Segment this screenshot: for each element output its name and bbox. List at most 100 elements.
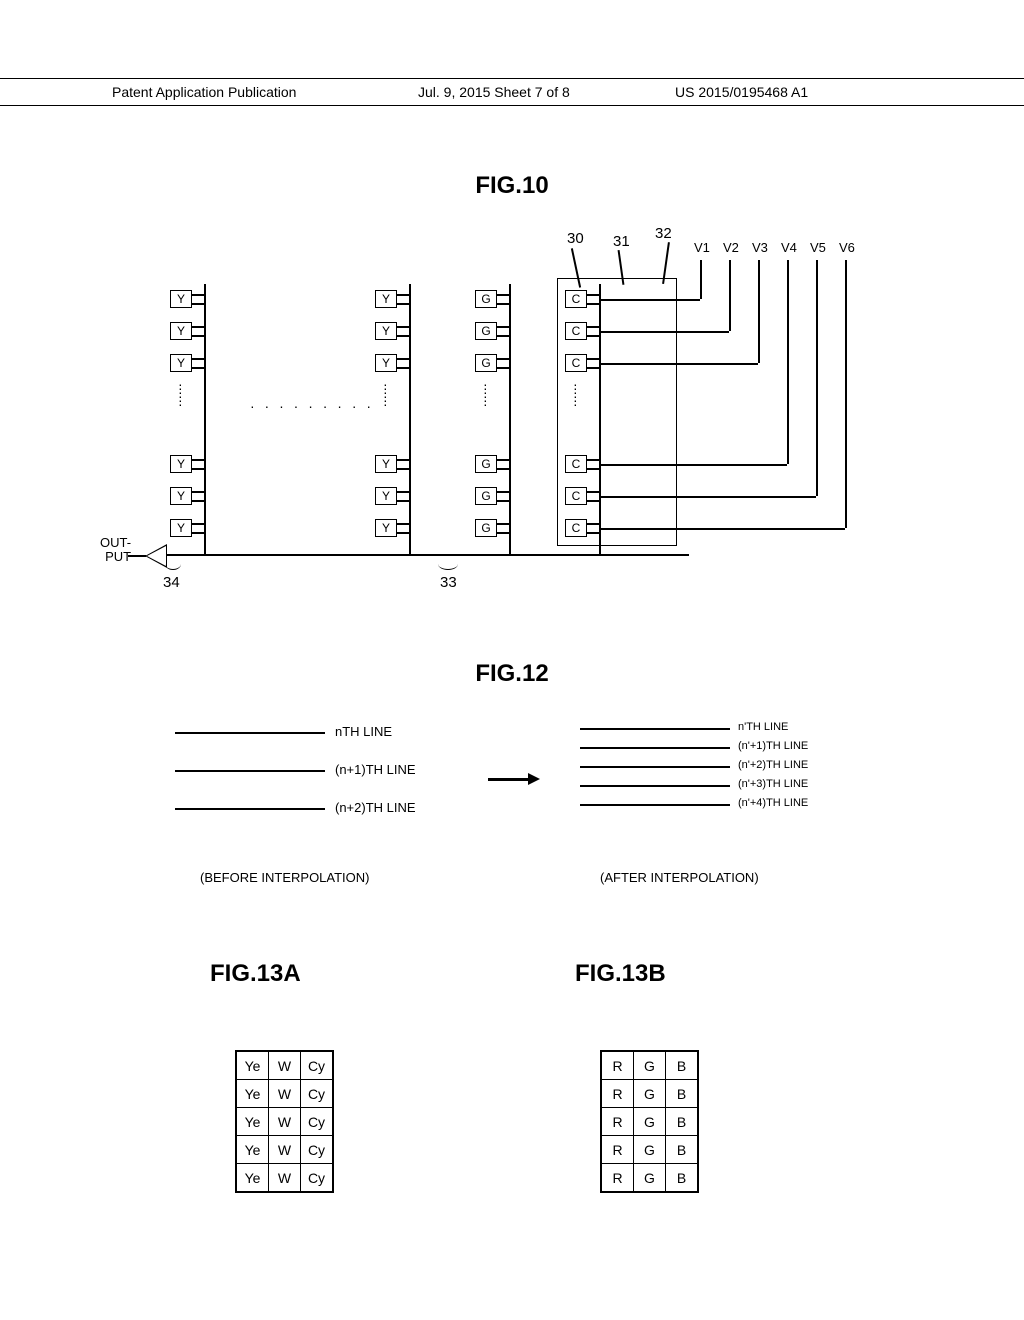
leader-33-curve: [438, 558, 458, 570]
pixel-connector: [397, 303, 409, 305]
pixel-connector: [497, 294, 509, 296]
pixel-connector: [397, 468, 409, 470]
pixel-connector: [192, 358, 204, 360]
pixel-connector: [397, 367, 409, 369]
hbus: [167, 554, 689, 556]
interp-line-after: [580, 766, 730, 768]
pixel-connector: [192, 294, 204, 296]
pixel-cell: B: [666, 1052, 698, 1080]
pixel-connector: [497, 367, 509, 369]
header-center: Jul. 9, 2015 Sheet 7 of 8: [418, 84, 570, 100]
pixel-box: Y: [170, 322, 192, 340]
v-line: [700, 260, 702, 299]
ref-34: 34: [163, 574, 180, 591]
pixel-connector: [192, 491, 204, 493]
pixel-box: Y: [170, 455, 192, 473]
pixel-connector: [397, 358, 409, 360]
before-caption: (BEFORE INTERPOLATION): [200, 870, 370, 885]
interp-line-before: [175, 732, 325, 734]
after-caption: (AFTER INTERPOLATION): [600, 870, 759, 885]
pixel-cell: B: [666, 1164, 698, 1192]
pixel-cell: W: [269, 1052, 301, 1080]
fig13b-table: RGBRGBRGBRGBRGB: [600, 1050, 699, 1193]
pixel-connector: [497, 326, 509, 328]
pixel-cell: W: [269, 1080, 301, 1108]
interp-label-before: nTH LINE: [335, 724, 392, 739]
output-amp-icon: [145, 544, 167, 568]
pixel-box: Y: [375, 290, 397, 308]
pixel-box: G: [475, 354, 497, 372]
pixel-cell: R: [602, 1052, 634, 1080]
pixel-box: Y: [375, 519, 397, 537]
pixel-connector: [497, 335, 509, 337]
v-line: [845, 260, 847, 528]
pixel-connector: [397, 335, 409, 337]
pixel-cell: G: [634, 1136, 666, 1164]
v-line: [729, 260, 731, 331]
pixel-connector: [397, 491, 409, 493]
pixel-cell: Ye: [237, 1080, 269, 1108]
pixel-cell: Cy: [301, 1108, 333, 1136]
pixel-box: Y: [375, 322, 397, 340]
pixel-box: Y: [170, 519, 192, 537]
arrow-head-icon: [528, 773, 540, 785]
interp-line-before: [175, 770, 325, 772]
arrow-body: [488, 778, 530, 781]
pixel-cell: B: [666, 1108, 698, 1136]
pixel-cell: G: [634, 1108, 666, 1136]
fig13a-title: FIG.13A: [210, 960, 301, 988]
v4-label: V4: [781, 240, 797, 255]
pixel-connector: [397, 294, 409, 296]
v-line: [758, 260, 760, 363]
ref-31: 31: [613, 233, 630, 250]
pixel-connector: [397, 326, 409, 328]
pixel-connector: [397, 523, 409, 525]
pixel-box: Y: [375, 487, 397, 505]
pixel-box: Y: [170, 487, 192, 505]
hdots: · · · · · · · · ·: [250, 398, 374, 414]
v2-label: V2: [723, 240, 739, 255]
readout-rect: [557, 278, 677, 546]
interp-label-before: (n+1)TH LINE: [335, 762, 416, 777]
pixel-connector: [497, 303, 509, 305]
output-label: OUT- PUT: [100, 536, 131, 564]
pixel-cell: G: [634, 1052, 666, 1080]
vdots: ······: [178, 382, 184, 406]
pixel-connector: [192, 367, 204, 369]
interp-label-after: n'TH LINE: [738, 721, 788, 733]
vdots: ······: [483, 382, 489, 406]
ref-33: 33: [440, 574, 457, 591]
pixel-cell: Cy: [301, 1164, 333, 1192]
pixel-box: Y: [170, 290, 192, 308]
pixel-connector: [397, 532, 409, 534]
v-line: [816, 260, 818, 496]
pixel-cell: B: [666, 1136, 698, 1164]
interp-line-after: [580, 804, 730, 806]
header-left: Patent Application Publication: [112, 84, 296, 100]
v-line: [787, 260, 789, 464]
pixel-connector: [192, 532, 204, 534]
pixel-box: G: [475, 455, 497, 473]
pixel-cell: W: [269, 1164, 301, 1192]
pixel-box: G: [475, 290, 497, 308]
pixel-connector: [192, 326, 204, 328]
pixel-connector: [497, 468, 509, 470]
pixel-connector: [497, 523, 509, 525]
pixel-connector: [192, 335, 204, 337]
col-vline: [204, 284, 206, 554]
pixel-connector: [397, 459, 409, 461]
fig13b-title: FIG.13B: [575, 960, 666, 988]
pixel-cell: Ye: [237, 1136, 269, 1164]
amp-out-line: [128, 555, 146, 557]
v3-label: V3: [752, 240, 768, 255]
pixel-box: G: [475, 519, 497, 537]
pixel-connector: [192, 523, 204, 525]
pixel-cell: Ye: [237, 1052, 269, 1080]
interp-label-after: (n'+4)TH LINE: [738, 797, 808, 809]
pixel-box: G: [475, 322, 497, 340]
pixel-box: Y: [170, 354, 192, 372]
interp-label-after: (n'+1)TH LINE: [738, 740, 808, 752]
pixel-box: G: [475, 487, 497, 505]
interp-line-after: [580, 728, 730, 730]
pixel-connector: [397, 500, 409, 502]
